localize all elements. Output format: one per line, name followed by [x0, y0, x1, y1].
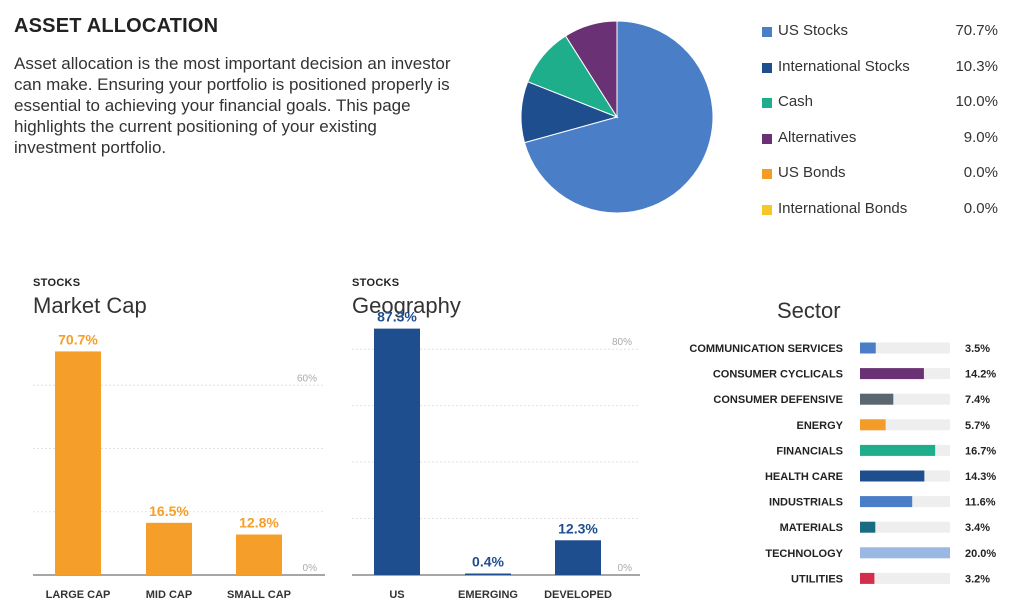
- legend-value: 0.0%: [963, 199, 998, 217]
- bar-value-label: 70.7%: [58, 331, 98, 347]
- sector-bar-financials: [860, 444, 936, 456]
- sector-bar-industrials: [860, 496, 913, 508]
- intro-text: Asset allocation is the most important d…: [14, 54, 451, 157]
- bar-large-cap: [55, 351, 101, 575]
- sector-label: MATERIALS: [780, 522, 843, 534]
- marketcap-bar-chart: 60% 0% 70.7% LARGE CAP 16.5% MID CAP 12.8% SMAL…: [33, 331, 325, 601]
- legend-value: 9.0%: [963, 128, 998, 146]
- sector-track: [860, 521, 950, 533]
- sector-bar-materials: [860, 521, 876, 533]
- legend-item-international-stocks: International Stocks 10.3%: [762, 58, 1002, 94]
- legend-item-alternatives: Alternatives 9.0%: [762, 129, 1002, 165]
- legend-item-international-bonds: International Bonds 0.0%: [762, 200, 1002, 236]
- pie-slice-us-stocks: [523, 20, 714, 214]
- legend-label: Alternatives: [778, 128, 857, 146]
- sector-label: FINANCIALS: [776, 445, 843, 457]
- sector-track: [860, 393, 950, 405]
- sector-label: CONSUMER DEFENSIVE: [713, 394, 843, 406]
- sector-bar-technology: [860, 547, 950, 559]
- sector-value: 11.6%: [965, 497, 996, 509]
- bar-value-label: 12.8%: [239, 515, 279, 531]
- legend-swatch: [762, 204, 772, 215]
- geography-title: Geography: [352, 293, 461, 318]
- legend-value: 70.7%: [955, 22, 998, 39]
- sector-track: [860, 419, 950, 431]
- sector-label: COMMUNICATION SERVICES: [689, 343, 843, 355]
- pie-slice-alternatives: [564, 20, 618, 119]
- legend-label: US Bonds: [778, 164, 846, 182]
- bar-mid-cap: [146, 522, 192, 575]
- category-label: LARGE CAP: [46, 589, 111, 601]
- category-label: SMALL CAP: [227, 589, 291, 601]
- sector-value: 3.5%: [965, 343, 990, 355]
- bar-us: [374, 328, 420, 575]
- sector-label: HEALTH CARE: [765, 471, 843, 483]
- y-tick-label: 60%: [297, 373, 317, 384]
- sector-bar-consumer-cyclicals: [860, 368, 924, 380]
- geography-kicker: STOCKS: [352, 277, 400, 289]
- sector-title: Sector: [777, 298, 841, 323]
- sector-value: 3.4%: [965, 522, 990, 534]
- bar-value-label: 12.3%: [558, 520, 598, 536]
- sector-value: 20.0%: [965, 548, 996, 560]
- sector-label: TECHNOLOGY: [765, 548, 843, 560]
- sector-value: 14.3%: [965, 471, 996, 483]
- sector-track: [860, 572, 950, 584]
- bar-value-label: 0.4%: [472, 554, 504, 570]
- marketcap-title: Market Cap: [33, 293, 147, 318]
- legend-item-us-stocks: US Stocks 70.7%: [762, 22, 1002, 58]
- sector-bar-consumer-defensive: [860, 393, 894, 405]
- bar-value-label: 16.5%: [149, 503, 189, 519]
- allocation-pie-chart: [520, 20, 714, 214]
- legend-item-cash: Cash 10.0%: [762, 93, 1002, 129]
- sector-label: CONSUMER CYCLICALS: [713, 369, 843, 381]
- category-label: MID CAP: [146, 589, 192, 601]
- category-label: US: [389, 589, 404, 601]
- legend-label: Cash: [778, 93, 814, 111]
- category-label: DEVELOPED: [544, 589, 612, 601]
- sector-value: 14.2%: [965, 369, 996, 381]
- bar-value-label: 87.3%: [377, 309, 417, 325]
- sector-bar-chart: COMMUNICATION SERVICES 3.5% CONSUMER CYCLI…: [689, 342, 996, 585]
- legend-label: US Stocks: [778, 22, 849, 39]
- legend-swatch: [762, 27, 772, 37]
- legend-label: International Bonds: [778, 199, 908, 217]
- legend-swatch: [762, 98, 772, 109]
- geography-bar-chart: 80% 0% 87.3% US 0.4% EMERGING 12.3% DEVELOPED: [352, 309, 640, 601]
- bar-small-cap: [236, 534, 282, 575]
- legend-swatch: [762, 133, 772, 144]
- y-tick-label: 0%: [303, 563, 318, 574]
- sector-bar-communication-services: [860, 342, 876, 354]
- category-label: EMERGING: [458, 589, 518, 601]
- legend-value: 0.0%: [963, 164, 998, 182]
- sector-bar-health-care: [860, 470, 925, 482]
- y-tick-label: 0%: [618, 563, 633, 574]
- legend-value: 10.3%: [955, 57, 998, 75]
- legend-swatch: [762, 62, 772, 73]
- sector-value: 16.7%: [965, 445, 996, 457]
- section-title: ASSET ALLOCATION: [14, 15, 219, 37]
- sector-label: INDUSTRIALS: [769, 497, 843, 509]
- sector-label: UTILITIES: [791, 573, 843, 585]
- allocation-legend: US Stocks 70.7% International Stocks 10.3% C…: [762, 22, 1002, 236]
- marketcap-kicker: STOCKS: [33, 277, 81, 289]
- y-tick-label: 80%: [612, 337, 632, 348]
- sector-track: [860, 342, 950, 354]
- legend-item-us-bonds: US Bonds 0.0%: [762, 164, 1002, 200]
- bar-developed: [555, 540, 601, 575]
- sector-bar-utilities: [860, 572, 875, 584]
- sector-label: ENERGY: [797, 420, 844, 432]
- sector-value: 7.4%: [965, 394, 990, 406]
- sector-value: 5.7%: [965, 420, 990, 432]
- legend-swatch: [762, 169, 772, 180]
- sector-bar-energy: [860, 419, 886, 431]
- bar-emerging: [465, 573, 511, 575]
- sector-value: 3.2%: [965, 573, 990, 585]
- legend-label: International Stocks: [778, 57, 910, 75]
- legend-value: 10.0%: [955, 93, 998, 111]
